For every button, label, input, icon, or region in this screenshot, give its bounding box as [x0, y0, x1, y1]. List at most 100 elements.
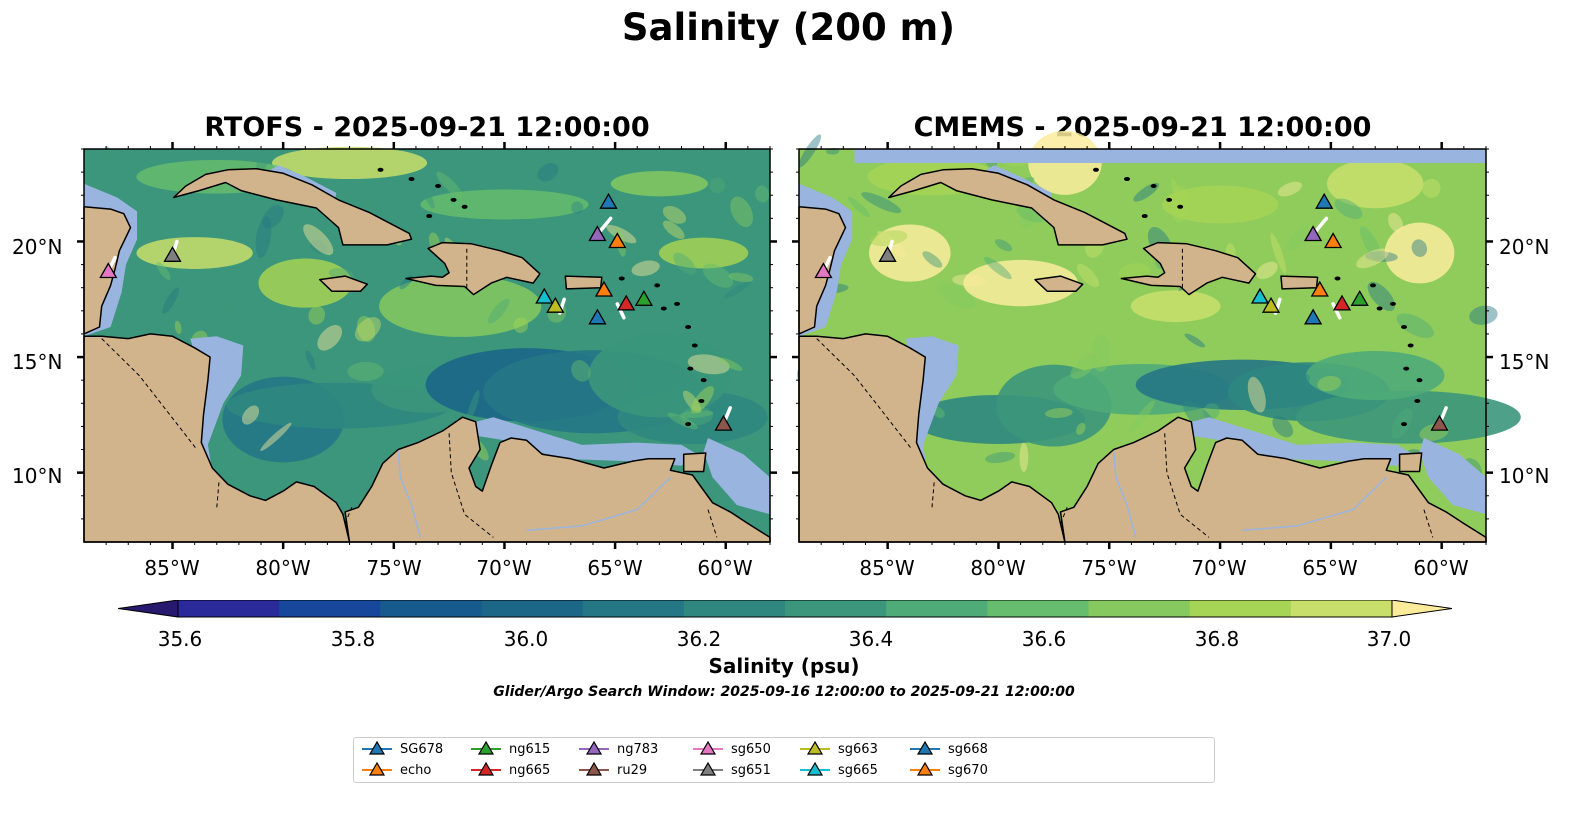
colorbar-bin [683, 600, 786, 617]
colorbar-tick-36-4: 36.4 [848, 627, 894, 651]
rtofs-land-south-america [344, 416, 771, 543]
cmems-land-jamaica [1034, 275, 1084, 292]
cmems-lesser-antilles [1092, 167, 1423, 427]
rtofs-borders [101, 246, 718, 538]
rtofs-panel-title: RTOFS - 2025-09-21 12:00:00 [204, 112, 650, 143]
colorbar-bin [178, 600, 280, 617]
legend-marker-sg650 [693, 740, 723, 755]
cmems-rivers [1112, 451, 1387, 538]
legend-item-sg663: sg663 [800, 739, 878, 759]
legend-item-sg665: sg665 [800, 760, 878, 780]
legend-label: ng615 [509, 741, 551, 757]
cmems-platform-markers [814, 192, 1449, 431]
legend-marker-sg668 [910, 740, 940, 755]
cmems-x-tick-60w: 60°W [1413, 556, 1469, 580]
platform-legend: SG678 echo ng615 ng665 ng783 ru29 sg650 sg651 sg… [353, 737, 1215, 783]
colorbar-tick-36-8: 36.8 [1194, 627, 1240, 651]
rtofs-marker-ng615 [634, 289, 654, 306]
rtofs-y-tick-15n: 15°N [12, 350, 63, 374]
cmems-marker-echo [1323, 232, 1343, 249]
legend-item-ng615: ng615 [471, 739, 550, 759]
legend-label: sg650 [731, 741, 771, 757]
cmems-marker-ng665 [1332, 294, 1352, 311]
colorbar-bin [886, 600, 988, 617]
legend-label: sg665 [838, 762, 878, 778]
rtofs-marker-sg665 [535, 287, 554, 304]
rtofs-y-tick-10n: 10°N [12, 464, 63, 488]
colorbar-under-extend [118, 600, 179, 618]
legend-label: sg663 [838, 741, 878, 757]
rtofs-land-hispaniola [405, 241, 541, 296]
legend-label: ru29 [617, 762, 648, 778]
rtofs-land-jamaica [318, 275, 369, 292]
colorbar-bin [1088, 600, 1191, 617]
legend-item-sg651: sg651 [693, 760, 771, 780]
rtofs-ticks [77, 142, 777, 549]
legend-item-ng665: ng665 [471, 760, 550, 780]
cmems-x-tick-80w: 80°W [970, 556, 1026, 580]
colorbar-tick-36-6: 36.6 [1021, 627, 1067, 651]
cmems-data-gap [854, 149, 1486, 163]
cmems-borders [816, 246, 1434, 538]
rtofs-marker-sg670 [594, 280, 614, 297]
legend-marker-sg678 [362, 740, 392, 755]
rtofs-marker-ng665 [617, 294, 636, 311]
rtofs-lesser-antilles [377, 167, 707, 427]
cmems-marker-sg670 [1310, 280, 1329, 297]
cmems-marker-ng615 [1350, 289, 1369, 306]
legend-marker-sg651 [693, 761, 723, 776]
search-window-note: Glider/Argo Search Window: 2025-09-16 12… [493, 684, 1075, 700]
rtofs-marker-sg651 [163, 245, 182, 262]
cmems-marker-ng783 [1303, 225, 1323, 242]
salinity-colorbar [118, 600, 1452, 618]
rtofs-land-central-america [83, 333, 351, 543]
legend-label: echo [400, 762, 432, 778]
cmems-land-puerto-rico [1280, 275, 1319, 290]
cmems-y-tick-10n: 10°N [1499, 464, 1550, 488]
legend-marker-ng783 [579, 740, 609, 755]
cmems-land-cuba [888, 167, 1128, 246]
cmems-x-tick-85w: 85°W [859, 556, 915, 580]
legend-label: SG678 [400, 741, 444, 757]
colorbar-bin [582, 600, 685, 617]
cmems-land-hispaniola [1120, 241, 1257, 296]
legend-item-echo: echo [362, 760, 431, 780]
cmems-marker-sg651 [878, 245, 897, 262]
legend-item-ng783: ng783 [579, 739, 658, 759]
cmems-map-panel [792, 130, 1521, 549]
rtofs-marker-sg650 [99, 262, 118, 279]
legend-label: sg670 [948, 762, 988, 778]
rtofs-rivers [397, 451, 671, 538]
cmems-map-frame [798, 148, 1487, 543]
cmems-x-tick-65w: 65°W [1302, 556, 1358, 580]
cmems-marker-ru29 [1430, 414, 1449, 431]
rtofs-land-puerto-rico [564, 275, 603, 290]
cmems-marker-sg650 [814, 262, 833, 279]
colorbar-tick-35-6: 35.6 [157, 627, 203, 651]
legend-item-ru29: ru29 [579, 760, 647, 780]
cmems-x-tick-70w: 70°W [1191, 556, 1247, 580]
rtofs-land-trinidad [682, 452, 707, 473]
legend-item-sg678: SG678 [362, 739, 443, 759]
rtofs-x-tick-85w: 85°W [144, 556, 200, 580]
cmems-ticks [792, 142, 1493, 549]
colorbar-frame [177, 600, 1393, 618]
rtofs-platform-markers [99, 192, 733, 431]
legend-marker-ru29 [579, 761, 609, 776]
legend-marker-sg663 [800, 740, 830, 755]
legend-label: ng665 [509, 762, 551, 778]
rtofs-marker-echo [608, 232, 627, 249]
colorbar-tick-35-8: 35.8 [330, 627, 376, 651]
cmems-map [792, 130, 1521, 549]
cmems-land-trinidad [1398, 452, 1423, 473]
rtofs-marker-sg663 [546, 296, 565, 313]
colorbar-bin [1290, 600, 1393, 617]
rtofs-marker-ru29 [714, 414, 733, 431]
rtofs-map-frame [83, 148, 771, 543]
legend-item-sg670: sg670 [910, 760, 988, 780]
legend-item-sg668: sg668 [910, 739, 988, 759]
rtofs-x-tick-60w: 60°W [697, 556, 753, 580]
rtofs-x-tick-70w: 70°W [476, 556, 532, 580]
cmems-y-tick-15n: 15°N [1499, 350, 1550, 374]
colorbar-tick-37-0: 37.0 [1366, 627, 1412, 651]
